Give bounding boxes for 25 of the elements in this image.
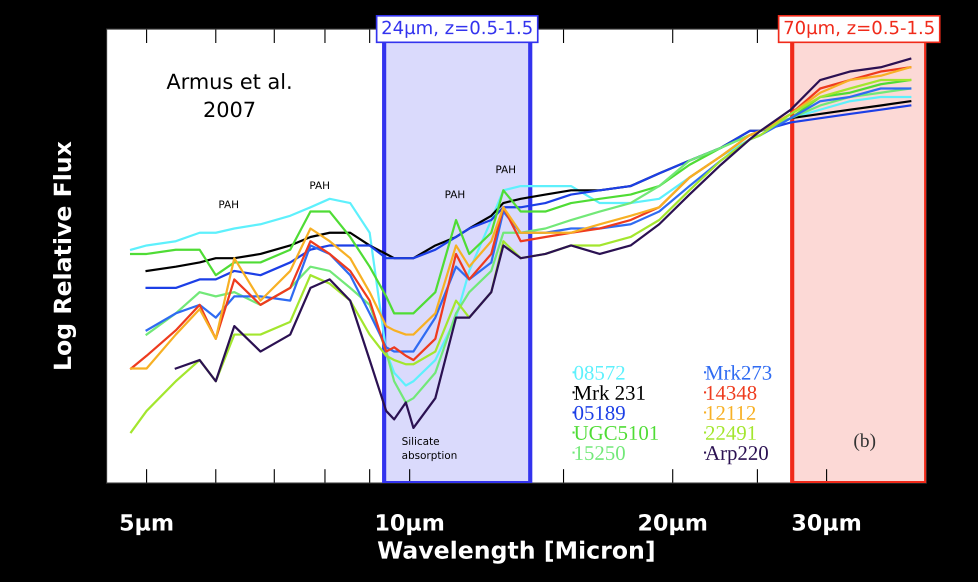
annotation: PAH [310, 181, 329, 190]
annotation: PAH [446, 190, 464, 198]
legend-label: Mrk 231 [574, 385, 645, 400]
x-tick-label: 30μm [792, 514, 860, 536]
legend-label: 05189 [574, 406, 625, 420]
legend-label: 08572 [574, 366, 625, 380]
annotation: Silicate absorption [402, 436, 456, 462]
legend-label: 14348 [706, 386, 756, 400]
legend-label: UGC5101 [574, 426, 658, 440]
legend-label: 15250 [575, 446, 625, 460]
band-label: 24μm, z=0.5-1.5 [382, 20, 532, 38]
legend-label: Mrk273 [706, 365, 772, 380]
annotation: (b) [854, 433, 876, 452]
x-tick-label: 10μm [376, 514, 444, 536]
x-tick-label: 20μm [639, 514, 706, 536]
y-axis-title: Log Relative Flux [53, 142, 76, 369]
annotation: PAH [219, 200, 238, 208]
band-label: 70μm, z=0.5-1.5 [784, 20, 934, 38]
legend-label: 12112 [706, 406, 756, 420]
annotation: PAH [496, 166, 515, 174]
x-axis-title: Wavelength [Micron] [378, 540, 654, 564]
legend-label: Arp220 [705, 446, 768, 464]
x-tick-label: 5μm [120, 514, 172, 536]
annotation: Armus et al. 2007 [166, 73, 290, 118]
legend-label: 22491 [706, 426, 756, 440]
